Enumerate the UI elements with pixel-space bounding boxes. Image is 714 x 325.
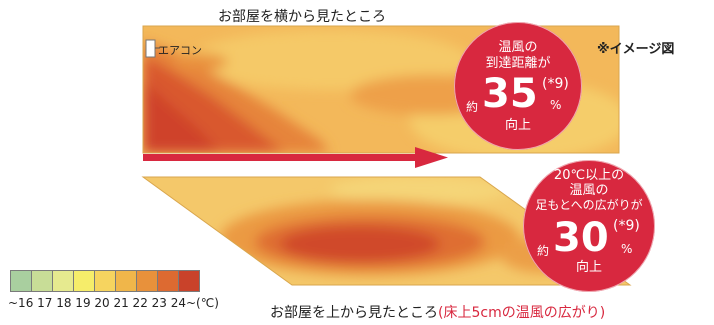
side-view-frame [142,25,620,154]
badge1-footnote: (*9) [542,76,569,92]
legend-swatch [52,270,74,292]
top-view-title: お部屋を上から見たところ(床上5cmの温風の広がり) [270,302,605,322]
top-view-title-main: お部屋を上から見たところ [270,305,438,321]
side-view-title: お部屋を横から見たところ [218,9,386,25]
flow-arrow [143,147,448,168]
legend-swatch [157,270,179,292]
color-legend [10,270,200,292]
top-view-subtitle: (床上5cmの温風の広がり) [438,305,606,321]
badge2-footnote: (*9) [613,218,640,234]
badge2-line3: 足もとへの広がりが [535,198,643,212]
top-view-frame [141,176,632,286]
badge2-line1: 20℃以上の [553,168,625,183]
image-note: ※イメージ図 [597,42,675,57]
badge1-value: 35 [482,71,538,117]
badge1-line2: 到達距離が [485,56,551,71]
badge2-prefix: 約 [537,244,550,258]
badge1-prefix: 約 [466,100,479,114]
legend-swatch [94,270,116,292]
badge1-line1: 温風の [498,40,538,55]
legend-swatch [178,270,200,292]
legend-swatch [73,270,95,292]
floor-spread-badge: 20℃以上の 温風の 足もとへの広がりが 約 30 (*9) % 向上 [523,160,655,292]
aircon-label: エアコン [158,44,202,57]
badge2-line2: 温風の [569,183,609,198]
reach-distance-badge: 温風の 到達距離が 約 35 (*9) % 向上 [454,22,582,150]
badge2-value: 30 [553,215,609,261]
badge2-unit: % [621,242,633,256]
badge2-suffix: 向上 [575,260,602,275]
legend-swatch [10,270,32,292]
legend-labels: ~16 17 18 19 20 21 22 23 24~(℃) [8,296,219,310]
badge1-unit: % [550,98,562,112]
legend-swatch [136,270,158,292]
badge1-suffix: 向上 [504,118,531,133]
legend-swatch [31,270,53,292]
legend-swatch [115,270,137,292]
aircon-icon [145,39,156,58]
